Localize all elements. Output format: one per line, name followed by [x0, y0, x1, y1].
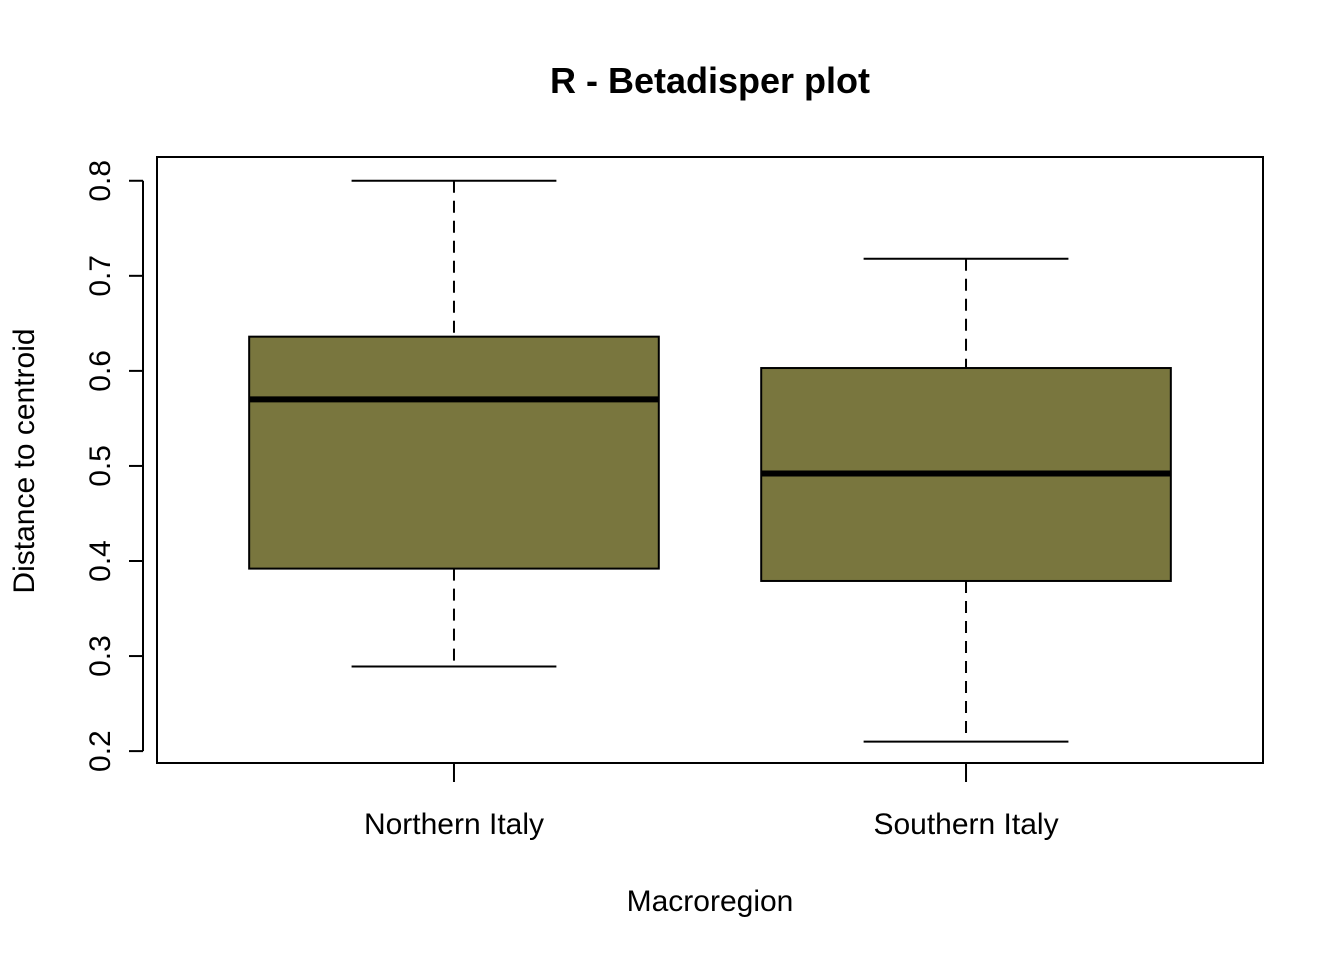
y-tick-label: 0.5: [84, 445, 117, 487]
y-axis: 0.2 0.3 0.4 0.5 0.6 0.7 0.8: [84, 160, 144, 772]
y-tick-label: 0.7: [84, 255, 117, 297]
box-iqr: [248, 335, 660, 570]
x-axis-label: Macroregion: [627, 885, 794, 918]
x-axis: Northern Italy Southern Italy: [364, 763, 1059, 841]
chart-title: R - Betadisper plot: [550, 60, 870, 101]
box-2: [760, 257, 1172, 743]
x-tick-label: Northern Italy: [364, 808, 544, 841]
x-tick-label: Southern Italy: [873, 808, 1058, 841]
y-tick-label: 0.4: [84, 540, 117, 582]
y-tick-label: 0.3: [84, 635, 117, 677]
plot-frame: [156, 156, 1264, 764]
box-1: [248, 179, 660, 668]
y-axis-label: Distance to centroid: [8, 328, 41, 593]
y-tick-label: 0.6: [84, 350, 117, 392]
y-tick-label: 0.8: [84, 160, 117, 202]
box-series: [248, 179, 1172, 743]
y-tick-label: 0.2: [84, 730, 117, 772]
